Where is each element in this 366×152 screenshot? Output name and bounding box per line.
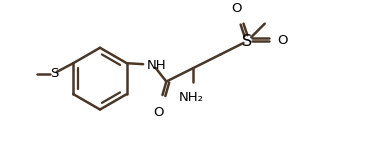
Text: NH₂: NH₂ [179, 91, 204, 104]
Text: O: O [153, 106, 164, 119]
Text: O: O [232, 2, 242, 15]
Text: S: S [50, 67, 58, 80]
Text: O: O [277, 34, 288, 47]
Text: S: S [242, 33, 253, 48]
Text: NH: NH [147, 59, 167, 72]
